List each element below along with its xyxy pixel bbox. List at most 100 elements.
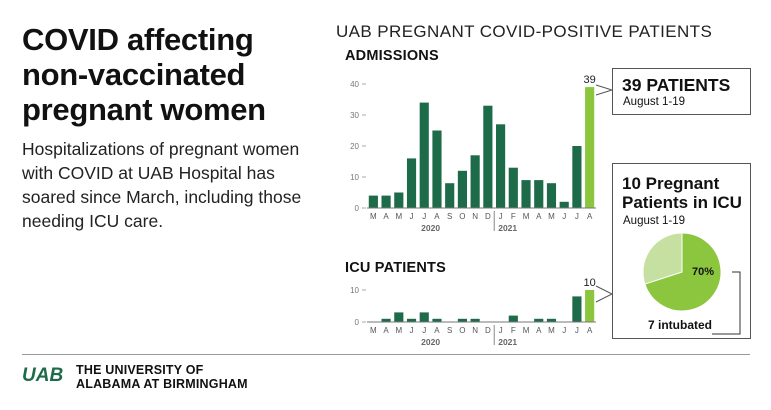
year-label: 2021 — [498, 223, 517, 233]
x-tick-label: F — [511, 326, 516, 335]
x-tick-label: M — [370, 212, 377, 221]
x-tick-label: F — [511, 212, 516, 221]
y-tick-label: 10 — [350, 286, 359, 295]
bar — [457, 170, 467, 208]
x-tick-label: A — [434, 326, 440, 335]
x-tick-label: D — [485, 326, 491, 335]
bar — [381, 318, 391, 322]
bar — [572, 146, 582, 208]
x-tick-label: N — [472, 212, 478, 221]
x-tick-label: M — [523, 212, 530, 221]
callout-patients-date: August 1-19 — [623, 96, 686, 108]
x-tick-label: J — [499, 326, 503, 335]
bar — [470, 318, 480, 322]
university-name: THE UNIVERSITY OF ALABAMA AT BIRMINGHAM — [76, 363, 248, 391]
bar — [445, 183, 455, 208]
year-label: 2021 — [498, 337, 517, 347]
y-tick-label: 10 — [350, 173, 359, 182]
intubated-leader-line — [712, 271, 741, 335]
bar — [534, 318, 544, 322]
subtext: Hospitalizations of pregnant women with … — [22, 139, 302, 231]
icu-title: ICU PATIENTS — [345, 260, 446, 276]
intubated-label: 7 intubated — [648, 318, 713, 332]
bar — [521, 180, 531, 208]
callout-icu-title: 10 Pregnant Patients in ICU — [622, 174, 742, 212]
x-tick-label: A — [383, 326, 389, 335]
bar — [419, 312, 429, 322]
icu-pie-chart — [642, 232, 741, 335]
x-tick-label: N — [472, 326, 478, 335]
pie-percent-label: 70% — [692, 266, 715, 278]
x-tick-label: D — [485, 212, 491, 221]
callout-patients-count: 39 PATIENTS — [622, 75, 731, 95]
year-label: 2020 — [421, 223, 440, 233]
pie-slice — [644, 232, 722, 312]
x-tick-label: A — [434, 212, 440, 221]
x-tick-label: S — [447, 326, 452, 335]
bar — [394, 312, 404, 322]
x-tick-label: M — [395, 212, 402, 221]
x-tick-label: J — [422, 326, 426, 335]
highlight-value-label: 39 — [584, 74, 596, 86]
bar — [508, 315, 518, 322]
bar — [585, 87, 595, 208]
y-tick-label: 0 — [355, 318, 360, 327]
bar — [406, 158, 417, 208]
admissions-title: ADMISSIONS — [345, 48, 439, 64]
x-tick-label: M — [548, 212, 555, 221]
x-tick-label: J — [410, 326, 414, 335]
headline: COVID affecting non-vaccinated pregnant … — [22, 22, 266, 127]
x-tick-label: J — [562, 212, 566, 221]
x-tick-label: S — [447, 212, 452, 221]
bar — [483, 105, 493, 208]
callout-pointer-icu — [595, 285, 614, 303]
bar — [432, 130, 442, 208]
bar — [585, 290, 595, 322]
university-name-line1: THE UNIVERSITY OF — [76, 363, 204, 377]
callout-icu-date: August 1-19 — [623, 215, 686, 227]
x-tick-label: J — [562, 326, 566, 335]
bar — [546, 318, 557, 322]
bar — [534, 180, 544, 208]
x-tick-label: A — [587, 212, 593, 221]
bar — [406, 318, 417, 322]
x-tick-label: A — [587, 326, 593, 335]
x-tick-label: O — [459, 212, 465, 221]
x-tick-label: A — [536, 326, 542, 335]
x-tick-label: O — [459, 326, 465, 335]
x-tick-label: J — [575, 326, 579, 335]
bar — [546, 183, 557, 208]
bar — [572, 296, 582, 322]
x-tick-label: J — [575, 212, 579, 221]
year-label: 2020 — [421, 337, 440, 347]
pie-slice — [642, 232, 683, 285]
uab-logo-letters: UAB — [22, 365, 63, 383]
x-tick-label: M — [523, 326, 530, 335]
y-tick-label: 40 — [350, 80, 359, 89]
uab-logo-mark: UAB — [22, 365, 63, 383]
bar — [368, 195, 378, 208]
x-tick-label: J — [410, 212, 414, 221]
bar — [381, 195, 391, 208]
x-tick-label: M — [395, 326, 402, 335]
bar — [496, 124, 506, 208]
footer-divider — [22, 354, 750, 355]
highlight-value-label: 10 — [584, 277, 596, 289]
university-name-line2: ALABAMA AT BIRMINGHAM — [76, 377, 248, 391]
x-tick-label: A — [536, 212, 542, 221]
bar — [559, 201, 569, 208]
x-tick-label: J — [422, 212, 426, 221]
chart-heading: UAB PREGNANT COVID-POSITIVE PATIENTS — [336, 22, 713, 41]
x-tick-label: A — [383, 212, 389, 221]
x-tick-label: M — [548, 326, 555, 335]
callout-patients: 39 PATIENTS August 1-19 — [612, 68, 751, 115]
y-tick-label: 0 — [355, 204, 360, 213]
y-tick-label: 30 — [350, 111, 359, 120]
bar — [419, 102, 429, 208]
x-tick-label: J — [499, 212, 503, 221]
bar — [470, 155, 480, 208]
bar — [508, 167, 518, 208]
